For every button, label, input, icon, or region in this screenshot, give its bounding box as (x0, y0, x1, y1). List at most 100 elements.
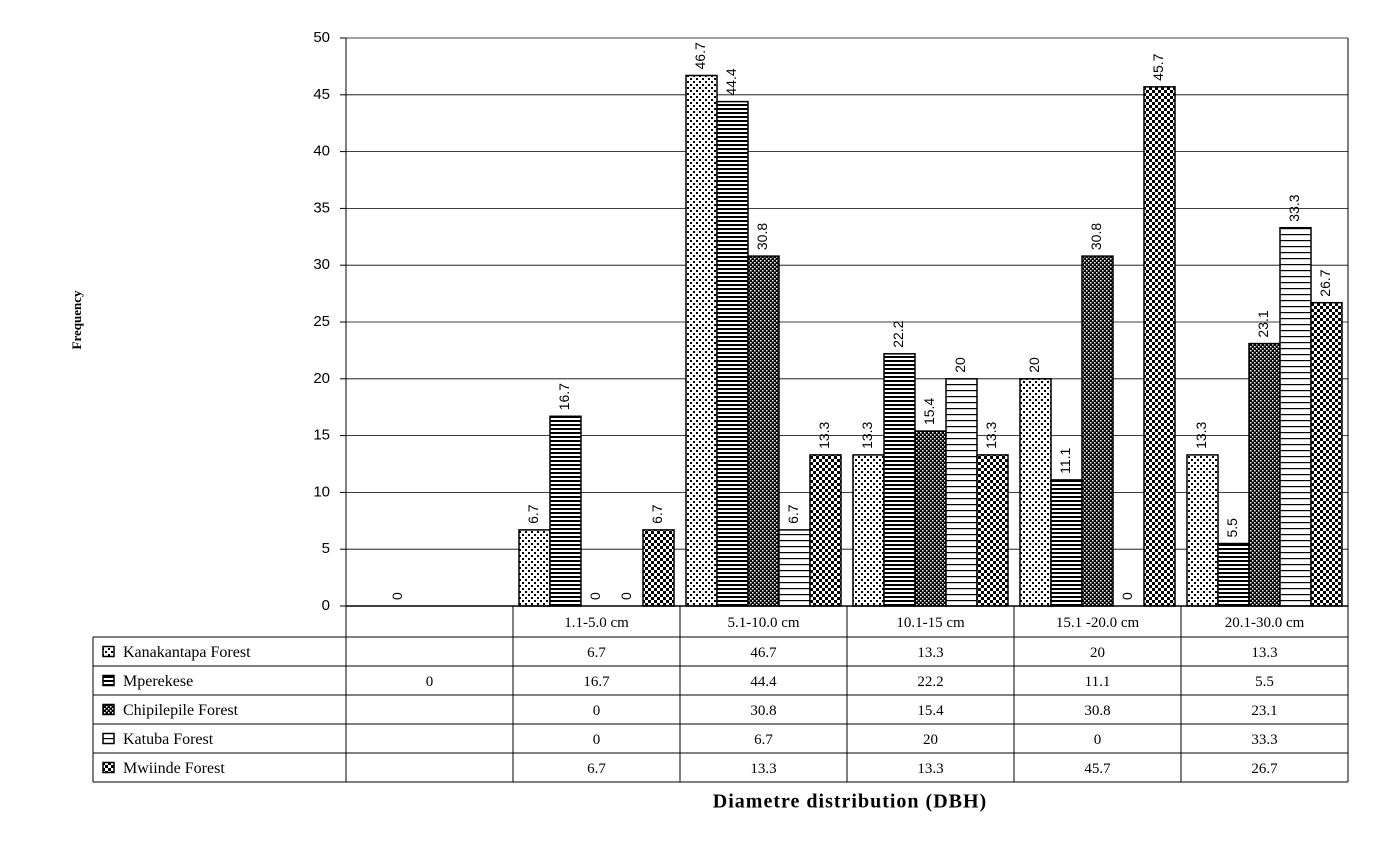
table-cell: 30.8 (1084, 703, 1110, 719)
bar (642, 529, 675, 607)
table-cell: 13.3 (917, 645, 943, 661)
table-cell: 15.4 (917, 703, 944, 719)
table-cell: 0 (593, 703, 601, 719)
bar (1019, 378, 1052, 607)
y-tick-label: 45 (313, 86, 330, 103)
legend-label: Mwiinde Forest (123, 760, 225, 777)
bar (716, 100, 749, 607)
y-tick-label: 20 (313, 370, 330, 387)
y-tick-label: 35 (313, 199, 330, 216)
y-tick-label: 10 (313, 483, 330, 500)
y-tick-label: 0 (322, 597, 330, 614)
table-cell: 23.1 (1251, 703, 1277, 719)
data-label: 30.8 (754, 223, 770, 250)
x-tick-label: 5.1-10.0 cm (727, 615, 799, 631)
bar (1279, 226, 1312, 607)
table-cell: 0 (593, 732, 601, 748)
data-label: 30.8 (1088, 223, 1104, 250)
data-label: 0 (618, 592, 634, 600)
table-cell: 11.1 (1085, 674, 1111, 690)
legend-key (102, 732, 115, 745)
bar (1310, 301, 1343, 607)
data-label: 23.1 (1255, 310, 1271, 337)
y-tick-label: 50 (313, 29, 330, 46)
data-label: 13.3 (983, 421, 999, 448)
bar (685, 74, 718, 607)
legend-label: Mperekese (123, 673, 193, 690)
table-cell: 22.2 (917, 674, 943, 690)
table-cell: 0 (426, 674, 434, 690)
legend-label: Kanakantapa Forest (123, 644, 251, 661)
bar (914, 430, 947, 607)
x-axis-title: Diametre distribution (DBH) (713, 791, 987, 813)
data-label: 45.7 (1150, 53, 1166, 80)
y-axis-title: Frequency (69, 290, 84, 349)
bar (809, 454, 842, 607)
table-cell: 6.7 (587, 761, 606, 777)
legend-key (102, 645, 115, 658)
x-tick-label: 20.1-30.0 cm (1225, 615, 1305, 631)
legend-label: Chipilepile Forest (123, 702, 239, 719)
data-label: 0 (389, 592, 405, 600)
bar (1081, 255, 1114, 607)
table-cell: 45.7 (1084, 761, 1111, 777)
data-label: 16.7 (556, 383, 572, 410)
table-cell: 30.8 (750, 703, 776, 719)
table-cell: 5.5 (1255, 674, 1274, 690)
data-label: 11.1 (1057, 447, 1073, 473)
table-cell: 46.7 (750, 645, 777, 661)
table-cell: 13.3 (917, 761, 943, 777)
bar (747, 255, 780, 607)
bar (518, 529, 551, 607)
table-cell: 26.7 (1251, 761, 1278, 777)
table-cell: 6.7 (587, 645, 606, 661)
bar (945, 378, 978, 607)
table-cell: 16.7 (583, 674, 610, 690)
data-label: 26.7 (1317, 269, 1333, 296)
data-label: 33.3 (1286, 194, 1302, 221)
y-tick-label: 5 (322, 540, 330, 557)
data-label: 0 (1119, 592, 1135, 600)
bar (1217, 542, 1250, 607)
bar (1248, 342, 1281, 607)
data-label: 13.3 (816, 421, 832, 448)
bar (976, 454, 1009, 607)
bar (778, 529, 811, 607)
y-tick-label: 30 (313, 256, 330, 273)
data-label: 46.7 (692, 42, 708, 69)
bar (1143, 86, 1176, 607)
x-tick-label: 10.1-15 cm (896, 615, 965, 631)
table-cell: 44.4 (750, 674, 777, 690)
data-label: 6.7 (649, 504, 665, 524)
data-label: 22.2 (890, 320, 906, 347)
table-cell: 6.7 (754, 732, 773, 748)
x-tick-label: 15.1 -20.0 cm (1056, 615, 1140, 631)
y-tick-label: 40 (313, 143, 330, 160)
table-cell: 20 (1090, 645, 1105, 661)
bar (883, 353, 916, 607)
data-label: 20 (1026, 357, 1042, 373)
data-label: 6.7 (785, 504, 801, 524)
data-label: 6.7 (525, 504, 541, 524)
table-cell: 33.3 (1251, 732, 1277, 748)
data-label: 44.4 (723, 68, 739, 95)
bar (852, 454, 885, 607)
table-cell: 0 (1094, 732, 1102, 748)
legend-key (102, 761, 115, 774)
table-cell: 20 (923, 732, 938, 748)
bar (1050, 479, 1083, 607)
data-label: 5.5 (1224, 518, 1240, 538)
legend-key (102, 674, 115, 687)
data-label: 13.3 (859, 421, 875, 448)
bar (1186, 454, 1219, 607)
data-label: 15.4 (921, 398, 937, 425)
data-label: 0 (587, 592, 603, 600)
bar (549, 415, 582, 607)
table-cell: 13.3 (1251, 645, 1277, 661)
table-cell: 13.3 (750, 761, 776, 777)
data-label: 20 (952, 357, 968, 373)
y-tick-label: 25 (313, 313, 330, 330)
legend-key (102, 703, 115, 716)
data-label: 13.3 (1193, 421, 1209, 448)
